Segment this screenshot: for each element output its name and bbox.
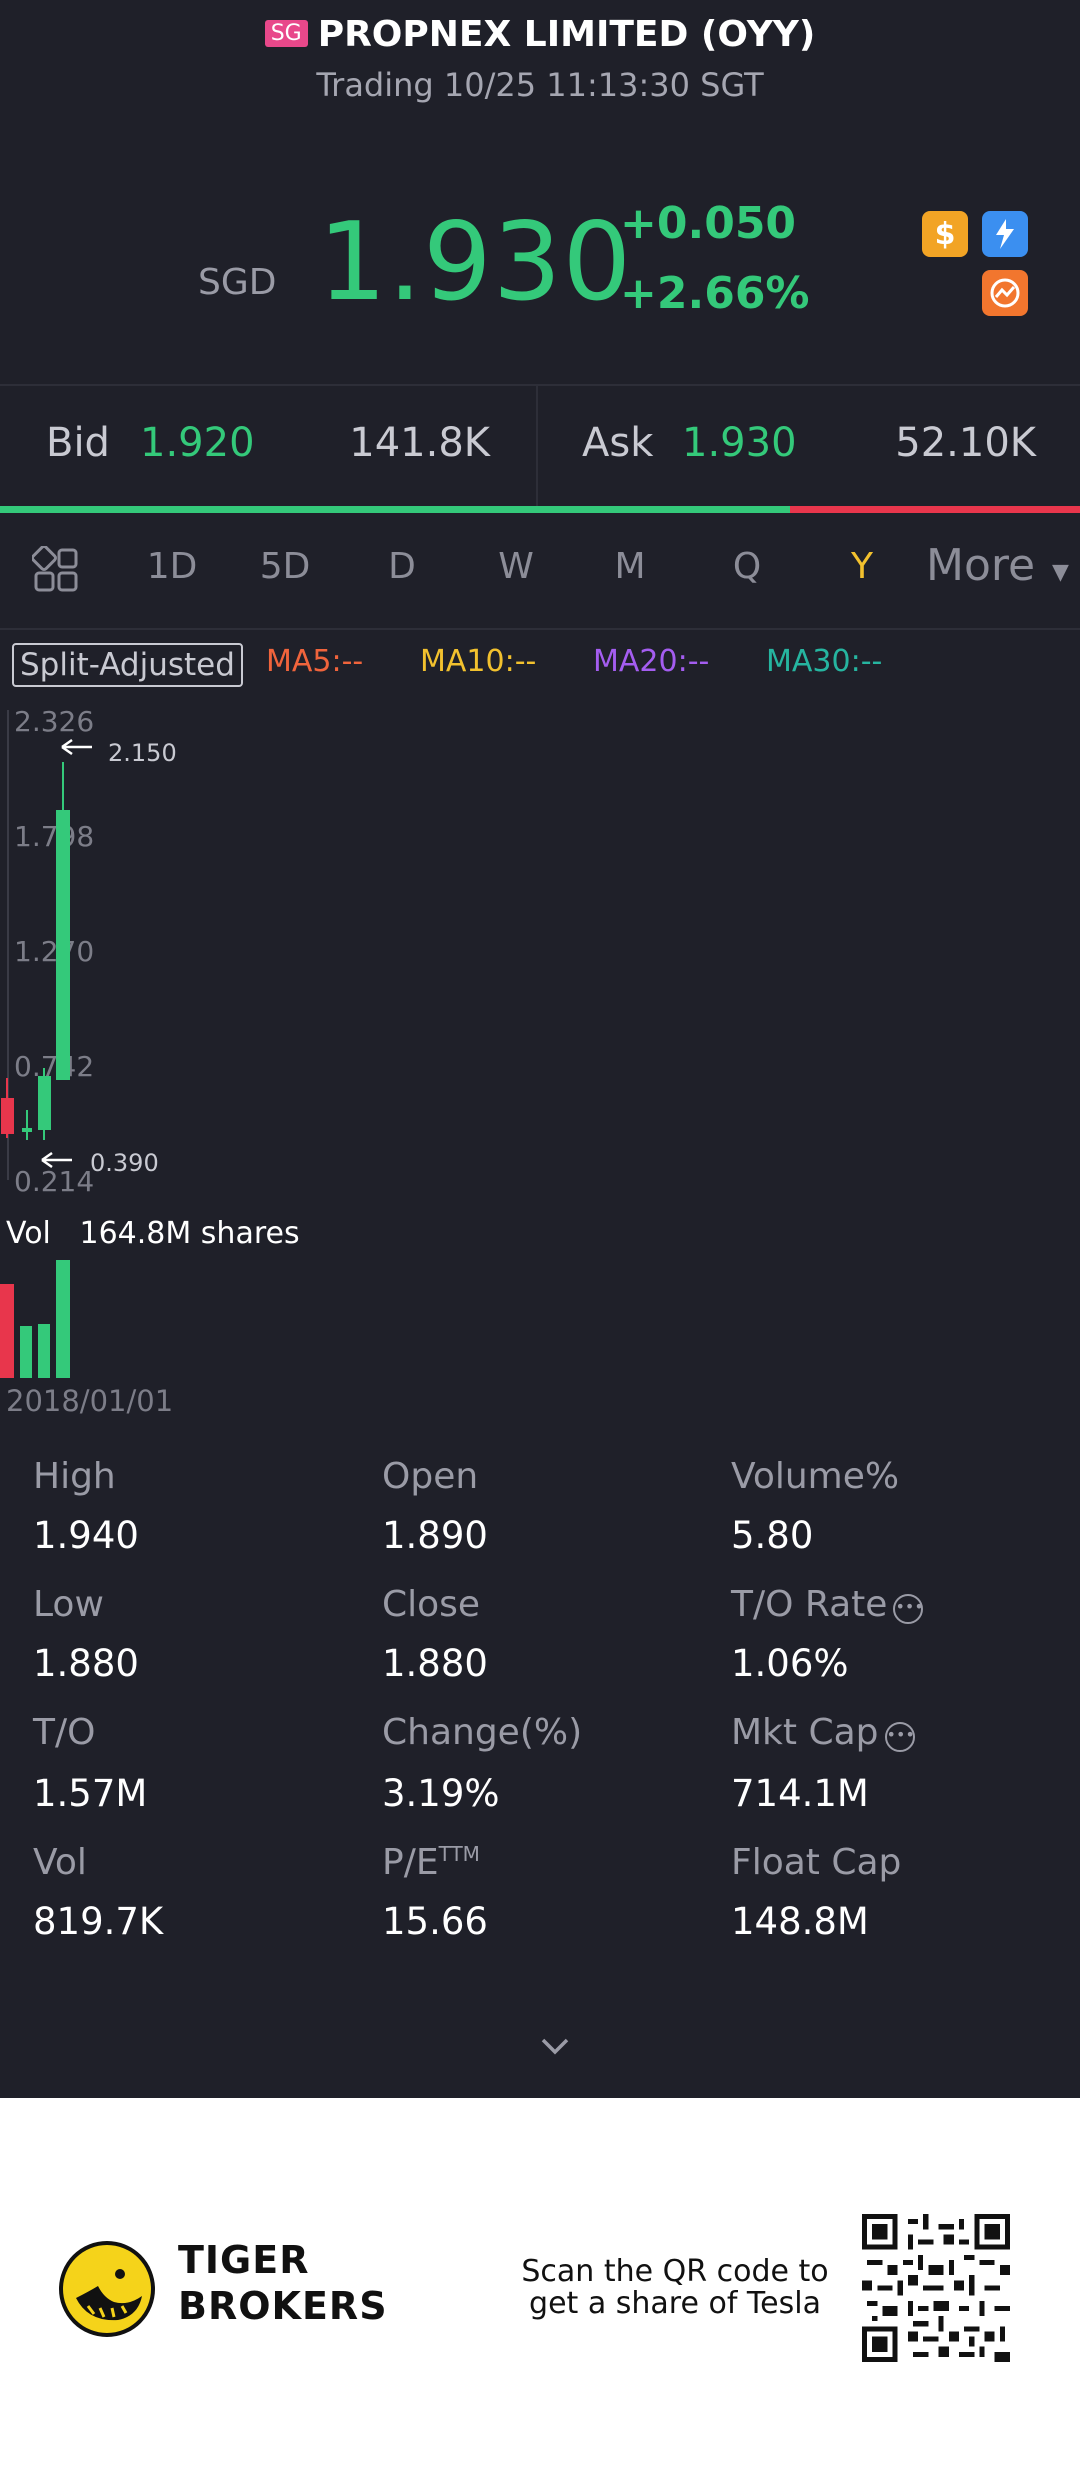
ma5-label: MA5:--: [266, 644, 364, 679]
stat-value-low: 1.880: [33, 1642, 139, 1685]
stat-value-mkt-cap: 714.1M: [731, 1772, 869, 1815]
stat-value-to-rate: 1.06%: [731, 1642, 849, 1685]
ask-volume-bar: [790, 506, 1080, 513]
stock-name: PROPNEX LIMITED (OYY): [317, 14, 816, 55]
candle: [22, 1128, 32, 1132]
tab-1d[interactable]: 1D: [146, 546, 198, 587]
caret-down-icon: ▼: [1052, 560, 1069, 585]
tab-d[interactable]: D: [388, 546, 416, 587]
last-price: 1.930: [318, 200, 633, 325]
low-value: 0.390: [90, 1149, 159, 1177]
stat-value-high: 1.940: [33, 1514, 139, 1557]
stat-value-close: 1.880: [382, 1642, 488, 1685]
chart-icon[interactable]: [982, 270, 1028, 316]
stat-label: T/O: [33, 1712, 96, 1753]
bid-ask-divider: [536, 386, 538, 506]
tab-w[interactable]: W: [498, 546, 534, 587]
stat-label: Change(%): [382, 1712, 583, 1753]
bid-size: 141.8K: [349, 420, 490, 466]
volume-bar: [38, 1324, 50, 1378]
stat-value-volume-pct: 5.80: [731, 1514, 814, 1557]
y-axis-label: 2.326: [14, 705, 94, 738]
chevron-down-icon[interactable]: [535, 2026, 575, 2066]
price-change: +0.050: [620, 198, 797, 249]
promo-text-line1: Scan the QR code to: [521, 2254, 829, 2289]
ask-size: 52.10K: [895, 420, 1036, 466]
stat-label: Vol: [33, 1842, 87, 1883]
stat-label-pe: P/ETTM: [382, 1842, 480, 1883]
candle: [1, 1098, 14, 1134]
stat-label: Mkt Cap: [731, 1712, 879, 1753]
tab-5d[interactable]: 5D: [259, 546, 311, 587]
divider: [0, 628, 1080, 630]
high-marker: 2.150: [61, 738, 177, 767]
more-info-icon[interactable]: •••: [893, 1594, 924, 1624]
split-adjusted-toggle[interactable]: Split-Adjusted: [12, 643, 243, 687]
stat-label: Low: [33, 1584, 104, 1625]
volume-label: Vol: [6, 1216, 51, 1251]
y-axis-label: 0.214: [14, 1165, 94, 1198]
stat-value-vol: 819.7K: [33, 1900, 164, 1943]
tab-q[interactable]: Q: [732, 546, 762, 587]
brand-name-line1: TIGER: [178, 2238, 310, 2282]
stat-label: Float Cap: [731, 1842, 902, 1883]
qr-code-icon: [862, 2214, 1010, 2362]
stat-label: Open: [382, 1456, 479, 1497]
ma10-label: MA10:--: [420, 644, 537, 679]
tab-y[interactable]: Y: [851, 546, 873, 587]
stat-value-change-pct: 3.19%: [382, 1772, 500, 1815]
stat-value-open: 1.890: [382, 1514, 488, 1557]
stat-value-turnover: 1.57M: [33, 1772, 148, 1815]
currency-label: SGD: [198, 262, 277, 303]
volume-value: 164.8M shares: [79, 1216, 300, 1251]
ask-label: Ask: [582, 420, 654, 466]
y-axis-label: 1.270: [14, 935, 94, 968]
pe-ttm-suffix: TTM: [438, 1842, 480, 1866]
promo-text-line2: get a share of Tesla: [529, 2286, 821, 2321]
stat-value-pe: 15.66: [382, 1900, 488, 1943]
y-axis-label: 0.742: [14, 1050, 94, 1083]
price-change-percent: +2.66%: [620, 268, 810, 319]
stat-label: P/E: [382, 1842, 439, 1883]
volume-bar: [56, 1260, 70, 1378]
trading-status: Trading 10/25 11:13:30 SGT: [316, 66, 764, 104]
bid-label: Bid: [46, 420, 110, 466]
stat-label: Close: [382, 1584, 481, 1625]
ask-price: 1.930: [682, 420, 797, 466]
volume-bar: [20, 1326, 32, 1378]
low-marker: 0.390: [41, 1149, 159, 1177]
stat-value-float-cap: 148.8M: [731, 1900, 869, 1943]
high-value: 2.150: [108, 739, 177, 767]
ma30-label: MA30:--: [766, 644, 883, 679]
tab-more[interactable]: More: [926, 540, 1036, 591]
bid-volume-bar: [0, 506, 790, 513]
more-info-icon[interactable]: •••: [884, 1722, 915, 1752]
candle: [38, 1076, 51, 1130]
stat-label: T/O Rate: [731, 1584, 888, 1625]
stat-label: Volume%: [731, 1456, 900, 1497]
stat-label-to-rate: T/O Rate •••: [731, 1584, 924, 1625]
y-axis-label: 1.798: [14, 820, 94, 853]
volume-summary: Vol 164.8M shares: [6, 1216, 300, 1251]
flash-icon[interactable]: [982, 211, 1028, 257]
tiger-logo-icon: [59, 2241, 155, 2337]
layout-grid-icon[interactable]: [31, 545, 80, 594]
dollar-icon[interactable]: $: [922, 211, 968, 257]
stat-label: High: [33, 1456, 116, 1497]
candlestick-chart[interactable]: 2.326 1.798 1.270 0.742 0.214 2.150 0.39…: [0, 700, 1080, 1400]
divider: [0, 384, 1080, 386]
stock-title: SG PROPNEX LIMITED (OYY): [0, 14, 1080, 55]
candle: [56, 810, 70, 1080]
market-badge: SG: [264, 20, 308, 47]
brand-name-line2: BROKERS: [178, 2284, 388, 2328]
bid-price: 1.920: [140, 420, 255, 466]
stat-label-mkt-cap: Mkt Cap •••: [731, 1712, 915, 1753]
chart-start-date: 2018/01/01: [6, 1384, 174, 1418]
volume-bar: [0, 1284, 14, 1378]
tab-m[interactable]: M: [614, 546, 646, 587]
ma20-label: MA20:--: [593, 644, 710, 679]
